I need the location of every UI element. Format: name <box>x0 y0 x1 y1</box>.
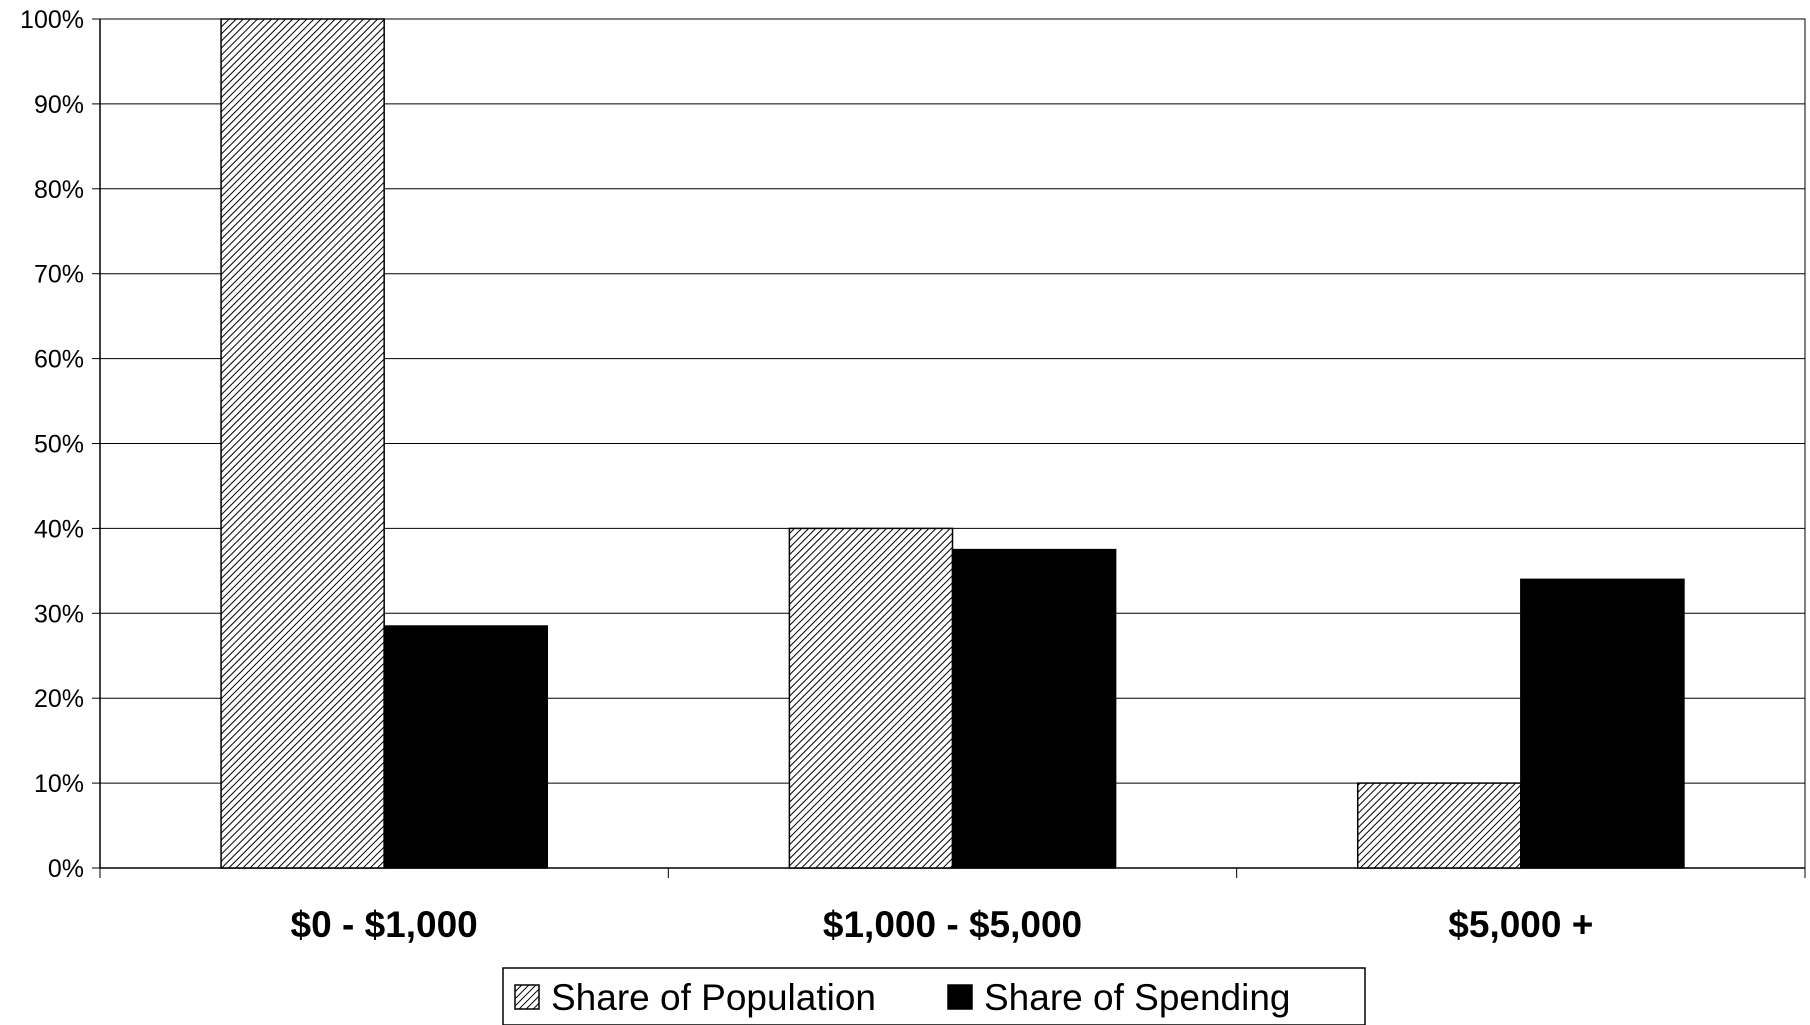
y-tick-label: 20% <box>34 685 84 713</box>
x-axis-labels: $0 - $1,000 $1,000 - $5,000 $5,000 + <box>291 904 1594 945</box>
legend: Share of Population Share of Spending <box>502 967 1366 1025</box>
x-category-label: $1,000 - $5,000 <box>823 904 1082 945</box>
y-tick-label: 100% <box>20 6 84 34</box>
legend-swatch-spending <box>947 984 973 1010</box>
bar-spending-0 <box>383 625 549 869</box>
legend-label: Share of Spending <box>984 977 1291 1018</box>
y-tick-label: 0% <box>48 855 84 883</box>
y-tick-label: 90% <box>34 91 84 119</box>
y-tick-label: 70% <box>34 261 84 289</box>
y-tick-label: 60% <box>34 346 84 374</box>
bar-spending-2 <box>1520 578 1685 869</box>
bar-spending-1 <box>951 548 1117 869</box>
bars <box>220 18 1685 869</box>
y-tick-label: 50% <box>34 431 84 459</box>
y-axis-ticks: 0% 10% 20% 30% 40% 50% 60% 70% 80% 90% 100% <box>20 6 100 883</box>
bar-population-1 <box>788 527 954 869</box>
bar-population-2 <box>1356 782 1522 869</box>
legend-swatch-population <box>514 984 540 1010</box>
legend-label: Share of Population <box>551 977 876 1018</box>
y-tick-label: 10% <box>34 770 84 798</box>
y-tick-label: 30% <box>34 600 84 628</box>
x-category-label: $0 - $1,000 <box>291 904 478 945</box>
y-tick-label: 40% <box>34 515 84 543</box>
x-category-label: $5,000 + <box>1448 904 1593 945</box>
legend-box <box>502 967 1366 1025</box>
y-tick-label: 80% <box>34 176 84 204</box>
bar-population-0 <box>220 18 385 869</box>
